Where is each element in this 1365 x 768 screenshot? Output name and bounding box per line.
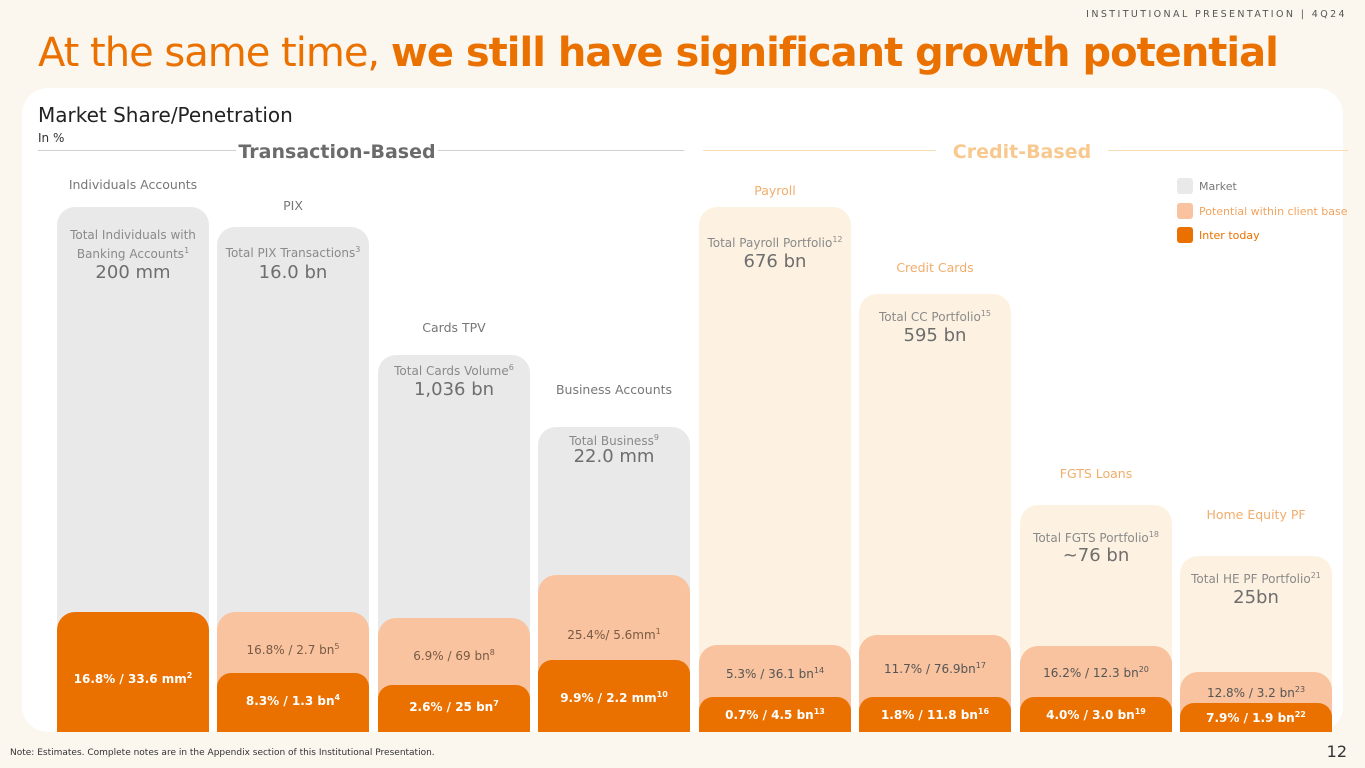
footnote-ref: 17: [975, 661, 986, 670]
footnote-ref: 23: [1294, 685, 1306, 694]
legend-swatch: [1177, 178, 1193, 194]
total-value: 676 bn: [743, 251, 807, 272]
inter-today-label: 8.3% / 1.3 bn4: [245, 693, 341, 708]
footnote-ref: 20: [1138, 665, 1149, 674]
total-value: 16.0 bn: [258, 262, 328, 283]
total-value: 595 bn: [903, 325, 967, 346]
chart-title: Market Share/Penetration: [38, 103, 293, 127]
category-label: FGTS Loans: [1059, 466, 1133, 481]
total-label: Total Payroll Portfolio12: [707, 235, 843, 250]
potential-label: 6.9% / 69 bn8: [413, 648, 495, 663]
footnote-ref: 18: [1148, 530, 1159, 539]
footnote: Note: Estimates. Complete notes are in t…: [10, 748, 435, 758]
footnote-ref: 2: [186, 671, 193, 680]
potential-label: 16.8% / 2.7 bn5: [246, 642, 340, 657]
total-label: Total PIX Transactions3: [225, 245, 361, 260]
legend-swatch: [1177, 203, 1193, 219]
section-transaction-label: Transaction-Based: [238, 141, 436, 163]
inter-today-label: 16.8% / 33.6 mm2: [73, 671, 193, 686]
footnote-ref: 3: [355, 245, 361, 254]
bar-inter-today: [217, 673, 369, 732]
total-label: Total HE PF Portfolio21: [1191, 571, 1321, 586]
footnote-ref: 5: [334, 642, 340, 651]
potential-label: 16.2% / 12.3 bn20: [1043, 665, 1149, 680]
section-credit-label: Credit-Based: [952, 141, 1092, 163]
section-divider: [703, 150, 936, 151]
footnote-ref: 6: [508, 363, 514, 372]
footnote-ref: 19: [1134, 707, 1146, 716]
inter-today-label: 4.0% / 3.0 bn19: [1046, 707, 1146, 722]
bar-inter-today: [1020, 697, 1172, 732]
footnote-ref: 4: [334, 693, 341, 702]
presentation-tag: INSTITUTIONAL PRESENTATION | 4Q24: [1086, 9, 1347, 20]
footnote-ref: 10: [656, 690, 668, 699]
total-value: ~76 bn: [1062, 545, 1130, 566]
legend-swatch: [1177, 227, 1193, 243]
total-value: 200 mm: [95, 262, 171, 283]
bar-market: [699, 207, 851, 732]
title-light: At the same time,: [38, 30, 391, 76]
total-value: 22.0 mm: [573, 446, 655, 467]
legend-label: Inter today: [1199, 229, 1260, 242]
section-divider: [1108, 150, 1348, 151]
inter-today-label: 7.9% / 1.9 bn22: [1206, 710, 1306, 725]
total-label: Total Cards Volume6: [394, 363, 514, 378]
category-label: Credit Cards: [896, 260, 974, 275]
total-label: Total CC Portfolio15: [879, 309, 991, 324]
inter-today-label: 1.8% / 11.8 bn16: [880, 707, 990, 722]
footnote-ref: 21: [1310, 571, 1321, 580]
legend-label: Market: [1199, 180, 1237, 193]
total-value: 1,036 bn: [413, 379, 495, 400]
total-label: Total Business9: [569, 433, 659, 448]
total-value: 25bn: [1233, 587, 1279, 608]
category-label: Payroll: [754, 183, 796, 198]
bar-inter-today: [57, 612, 209, 732]
category-label: Cards TPV: [422, 320, 486, 335]
section-divider: [38, 150, 236, 151]
legend-label: Potential within client base: [1199, 205, 1348, 218]
total-label: Total Individuals with Banking Accounts1: [70, 228, 196, 261]
footnote-ref: 1: [655, 627, 661, 636]
category-label: Business Accounts: [555, 382, 673, 397]
category-label: Home Equity PF: [1206, 507, 1306, 522]
page-title: At the same time, we still have signific…: [38, 30, 1279, 76]
bar-inter-today: [538, 660, 690, 732]
footnote-ref: 22: [1294, 710, 1306, 719]
footnote-ref: 16: [977, 707, 990, 716]
bar-inter-today: [699, 697, 851, 732]
bar-inter-today: [378, 685, 530, 732]
chart-unit: In %: [38, 131, 65, 145]
footnote-ref: 1: [184, 246, 190, 255]
total-label: Total FGTS Portfolio18: [1033, 530, 1159, 545]
category-label: Individuals Accounts: [68, 177, 198, 192]
potential-label: 12.8% / 3.2 bn23: [1206, 685, 1306, 700]
footnote-ref: 8: [489, 648, 495, 657]
bar-inter-today: [859, 697, 1011, 732]
potential-label: 5.3% / 36.1 bn14: [725, 666, 825, 681]
bar-inter-today: [1180, 703, 1332, 732]
section-divider: [438, 150, 684, 151]
footnote-ref: 12: [832, 235, 843, 244]
footnote-ref: 15: [980, 309, 991, 318]
category-label: PIX: [283, 198, 303, 213]
inter-today-label: 2.6% / 25 bn7: [409, 699, 499, 714]
footnote-ref: 9: [653, 433, 659, 442]
inter-today-label: 0.7% / 4.5 bn13: [725, 707, 825, 722]
page-number: 12: [1326, 742, 1347, 761]
title-bold: we still have significant growth potenti…: [390, 30, 1279, 76]
potential-label: 11.7% / 76.9bn17: [884, 661, 986, 676]
inter-today-label: 9.9% / 2.2 mm10: [560, 690, 668, 705]
potential-label: 25.4%/ 5.6mm1: [567, 627, 661, 642]
footnote-ref: 7: [493, 699, 499, 708]
footnote-ref: 13: [813, 707, 825, 716]
footnote-ref: 14: [813, 666, 825, 675]
